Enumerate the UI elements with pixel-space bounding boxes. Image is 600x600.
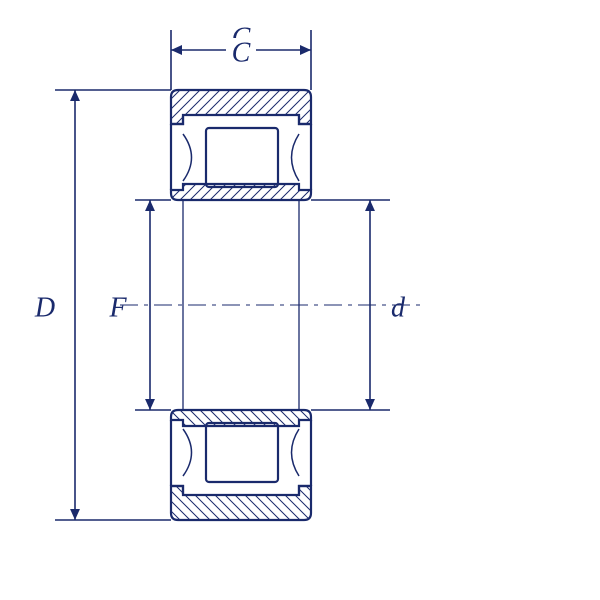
arrowhead-icon xyxy=(145,200,155,211)
outer-race-bottom xyxy=(171,486,311,520)
cage-arc xyxy=(292,134,300,181)
dim-label-d2: d xyxy=(391,292,406,323)
flange xyxy=(171,486,311,494)
dim-label-d: D xyxy=(34,292,55,323)
cage-arc xyxy=(183,134,192,181)
arrowhead-icon xyxy=(171,45,182,55)
roller-bottom xyxy=(206,423,278,482)
dim-label-c: C xyxy=(232,37,251,68)
flange xyxy=(171,116,311,124)
outer-race-top xyxy=(171,90,311,124)
arrowhead-icon xyxy=(365,200,375,211)
arrowhead-icon xyxy=(300,45,311,55)
inner-race-bottom xyxy=(171,410,311,426)
arrowhead-icon xyxy=(145,399,155,410)
arrowhead-icon xyxy=(365,399,375,410)
arrowhead-icon xyxy=(70,509,80,520)
arrowhead-icon xyxy=(70,90,80,101)
dim-label-f: F xyxy=(108,292,127,323)
roller-top xyxy=(206,128,278,187)
cage-arc xyxy=(292,429,300,476)
inner-race-top xyxy=(171,184,311,200)
cage-arc xyxy=(183,429,192,476)
bearing-cross-section-diagram: CCDFd xyxy=(0,0,600,600)
